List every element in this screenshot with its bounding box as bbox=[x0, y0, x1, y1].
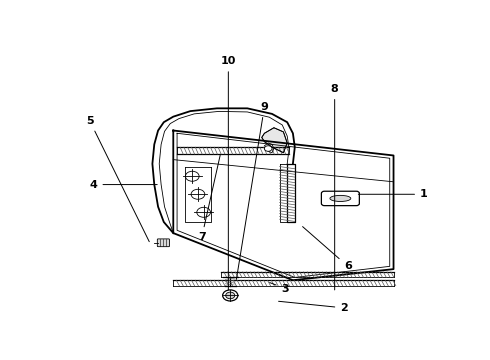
Text: 6: 6 bbox=[303, 226, 352, 271]
Text: 1: 1 bbox=[358, 189, 428, 199]
Circle shape bbox=[197, 207, 211, 217]
Ellipse shape bbox=[330, 195, 351, 202]
Text: 8: 8 bbox=[331, 84, 339, 290]
Text: 3: 3 bbox=[270, 283, 289, 293]
Text: 5: 5 bbox=[86, 116, 149, 242]
FancyBboxPatch shape bbox=[157, 239, 170, 247]
Text: 4: 4 bbox=[90, 180, 157, 190]
Circle shape bbox=[185, 171, 199, 181]
Circle shape bbox=[226, 292, 235, 299]
Text: 7: 7 bbox=[198, 156, 220, 242]
FancyBboxPatch shape bbox=[321, 191, 359, 206]
Circle shape bbox=[265, 146, 272, 151]
Text: 9: 9 bbox=[236, 102, 269, 279]
Text: 10: 10 bbox=[220, 56, 236, 290]
Circle shape bbox=[222, 290, 238, 301]
Circle shape bbox=[191, 189, 205, 199]
Text: 2: 2 bbox=[279, 301, 348, 313]
Polygon shape bbox=[262, 128, 287, 153]
